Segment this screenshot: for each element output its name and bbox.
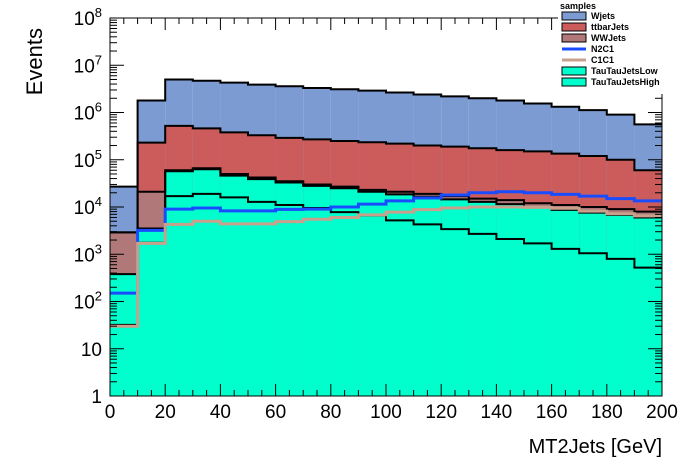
tautaujetshigh-bar [524, 243, 552, 396]
y-tick-label: 103 [74, 241, 102, 266]
x-tick-label: 140 [481, 402, 513, 423]
tautaujetshigh-bar [551, 248, 580, 396]
x-tick-label: 180 [591, 402, 623, 423]
legend-label-wwjets: WWJets [591, 33, 626, 43]
y-axis-label: Events [22, 28, 47, 95]
tautaujetshigh-bar [413, 224, 442, 396]
tautaujetslow-outline [110, 168, 662, 276]
x-tick-label: 160 [536, 402, 568, 423]
legend-label-tautaujetslow: TauTauJetsLow [591, 66, 659, 76]
tautaujetshigh-bar [358, 215, 386, 396]
y-tick-label: 106 [74, 100, 102, 125]
legend: samples WjetsttbarJetsWWJetsN2C1C1C1TauT… [558, 1, 696, 94]
tautaujetshigh-bar [468, 233, 497, 396]
legend-swatch-tautaujetslow [561, 66, 587, 76]
x-tick-label: 20 [155, 402, 176, 423]
legend-title: samples [560, 1, 596, 11]
tautaujetshigh-bar [192, 193, 221, 396]
y-tick-label: 10 [81, 340, 102, 361]
tautaujetshigh-bar [220, 197, 248, 396]
y-tick-label: 105 [74, 147, 102, 172]
x-tick-label: 40 [210, 402, 231, 423]
legend-label-tautaujetshigh: TauTauJetsHigh [591, 77, 660, 87]
ttbarjets-outline [110, 124, 662, 234]
c1c1-line [110, 205, 662, 328]
legend-swatch-wwjets [561, 33, 587, 43]
x-tick-label: 60 [265, 402, 286, 423]
tautaujetshigh-bar [330, 212, 359, 396]
x-tick-label: 80 [320, 402, 341, 423]
legend-swatch-wjets [561, 11, 587, 21]
tautaujetshigh-bar [606, 258, 635, 396]
tautaujetshigh-bar [110, 324, 138, 396]
x-tick-label: 0 [105, 402, 116, 423]
legend-label-wjets: Wjets [591, 11, 615, 21]
wjets-outline [110, 78, 662, 188]
y-tick-label: 104 [74, 194, 102, 219]
legend-swatch-tautaujetshigh [561, 77, 587, 87]
tautaujetshigh-outline [110, 192, 662, 326]
y-tick-label: 107 [74, 52, 102, 77]
legend-label-ttbarjets: ttbarJets [591, 22, 629, 32]
x-tick-label: 200 [646, 402, 678, 423]
y-tick-label: 1 [91, 387, 102, 408]
tautaujetshigh-bar [579, 253, 607, 396]
legend-swatch-ttbarjets [561, 22, 587, 32]
tautaujetshigh-bar [165, 196, 193, 396]
tautaujetshigh-bar [248, 201, 276, 396]
x-tick-label: 120 [425, 402, 457, 423]
tautaujetshigh-bar [386, 220, 414, 396]
tautaujetshigh-bar [634, 267, 662, 396]
legend-label-n2c1: N2C1 [591, 44, 614, 54]
tautaujetshigh-bar [441, 229, 469, 396]
x-axis-label: MT2Jets [GeV] [529, 436, 662, 458]
y-tick-label: 102 [74, 289, 102, 314]
tautaujetshigh-bar [137, 242, 166, 396]
x-tick-label: 100 [370, 402, 402, 423]
tautaujetshigh-bar [496, 239, 524, 396]
tautaujetshigh-bar [303, 208, 331, 396]
y-tick-label: 108 [74, 5, 102, 30]
n2c1-line [110, 190, 662, 295]
tautaujetshigh-bar [275, 205, 304, 396]
legend-label-c1c1: C1C1 [591, 55, 614, 65]
